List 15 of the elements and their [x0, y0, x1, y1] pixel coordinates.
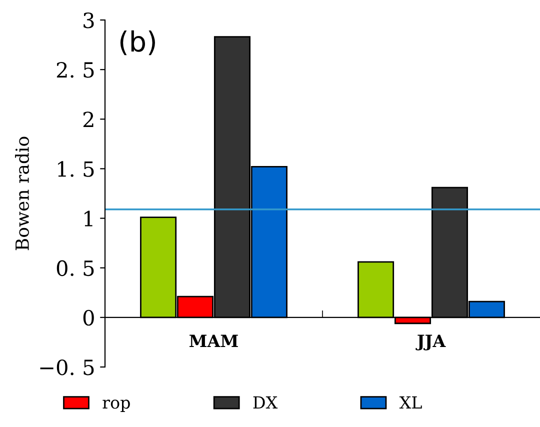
x-tick-label: JJA [416, 334, 446, 350]
y-tick-label: 2. 5 [56, 62, 94, 78]
y-tick-label: −0. 5 [40, 359, 94, 376]
annotation: (b) [120, 30, 155, 56]
y-tick-label: 0 [83, 310, 94, 326]
legend-label: DX [253, 396, 278, 409]
legend-label: rop [102, 400, 130, 412]
y-axis-title: Bowen radio [15, 136, 30, 250]
y-tick-label: 2 [83, 112, 94, 128]
y-tick-label: 1 [84, 210, 92, 226]
y-tick-label: 3 [84, 12, 94, 28]
y-tick-label: 0. 5 [56, 260, 94, 276]
x-tick-label: MAM [190, 334, 238, 347]
y-tick-label: 1. 5 [58, 161, 94, 177]
legend-label: XL [399, 396, 422, 409]
